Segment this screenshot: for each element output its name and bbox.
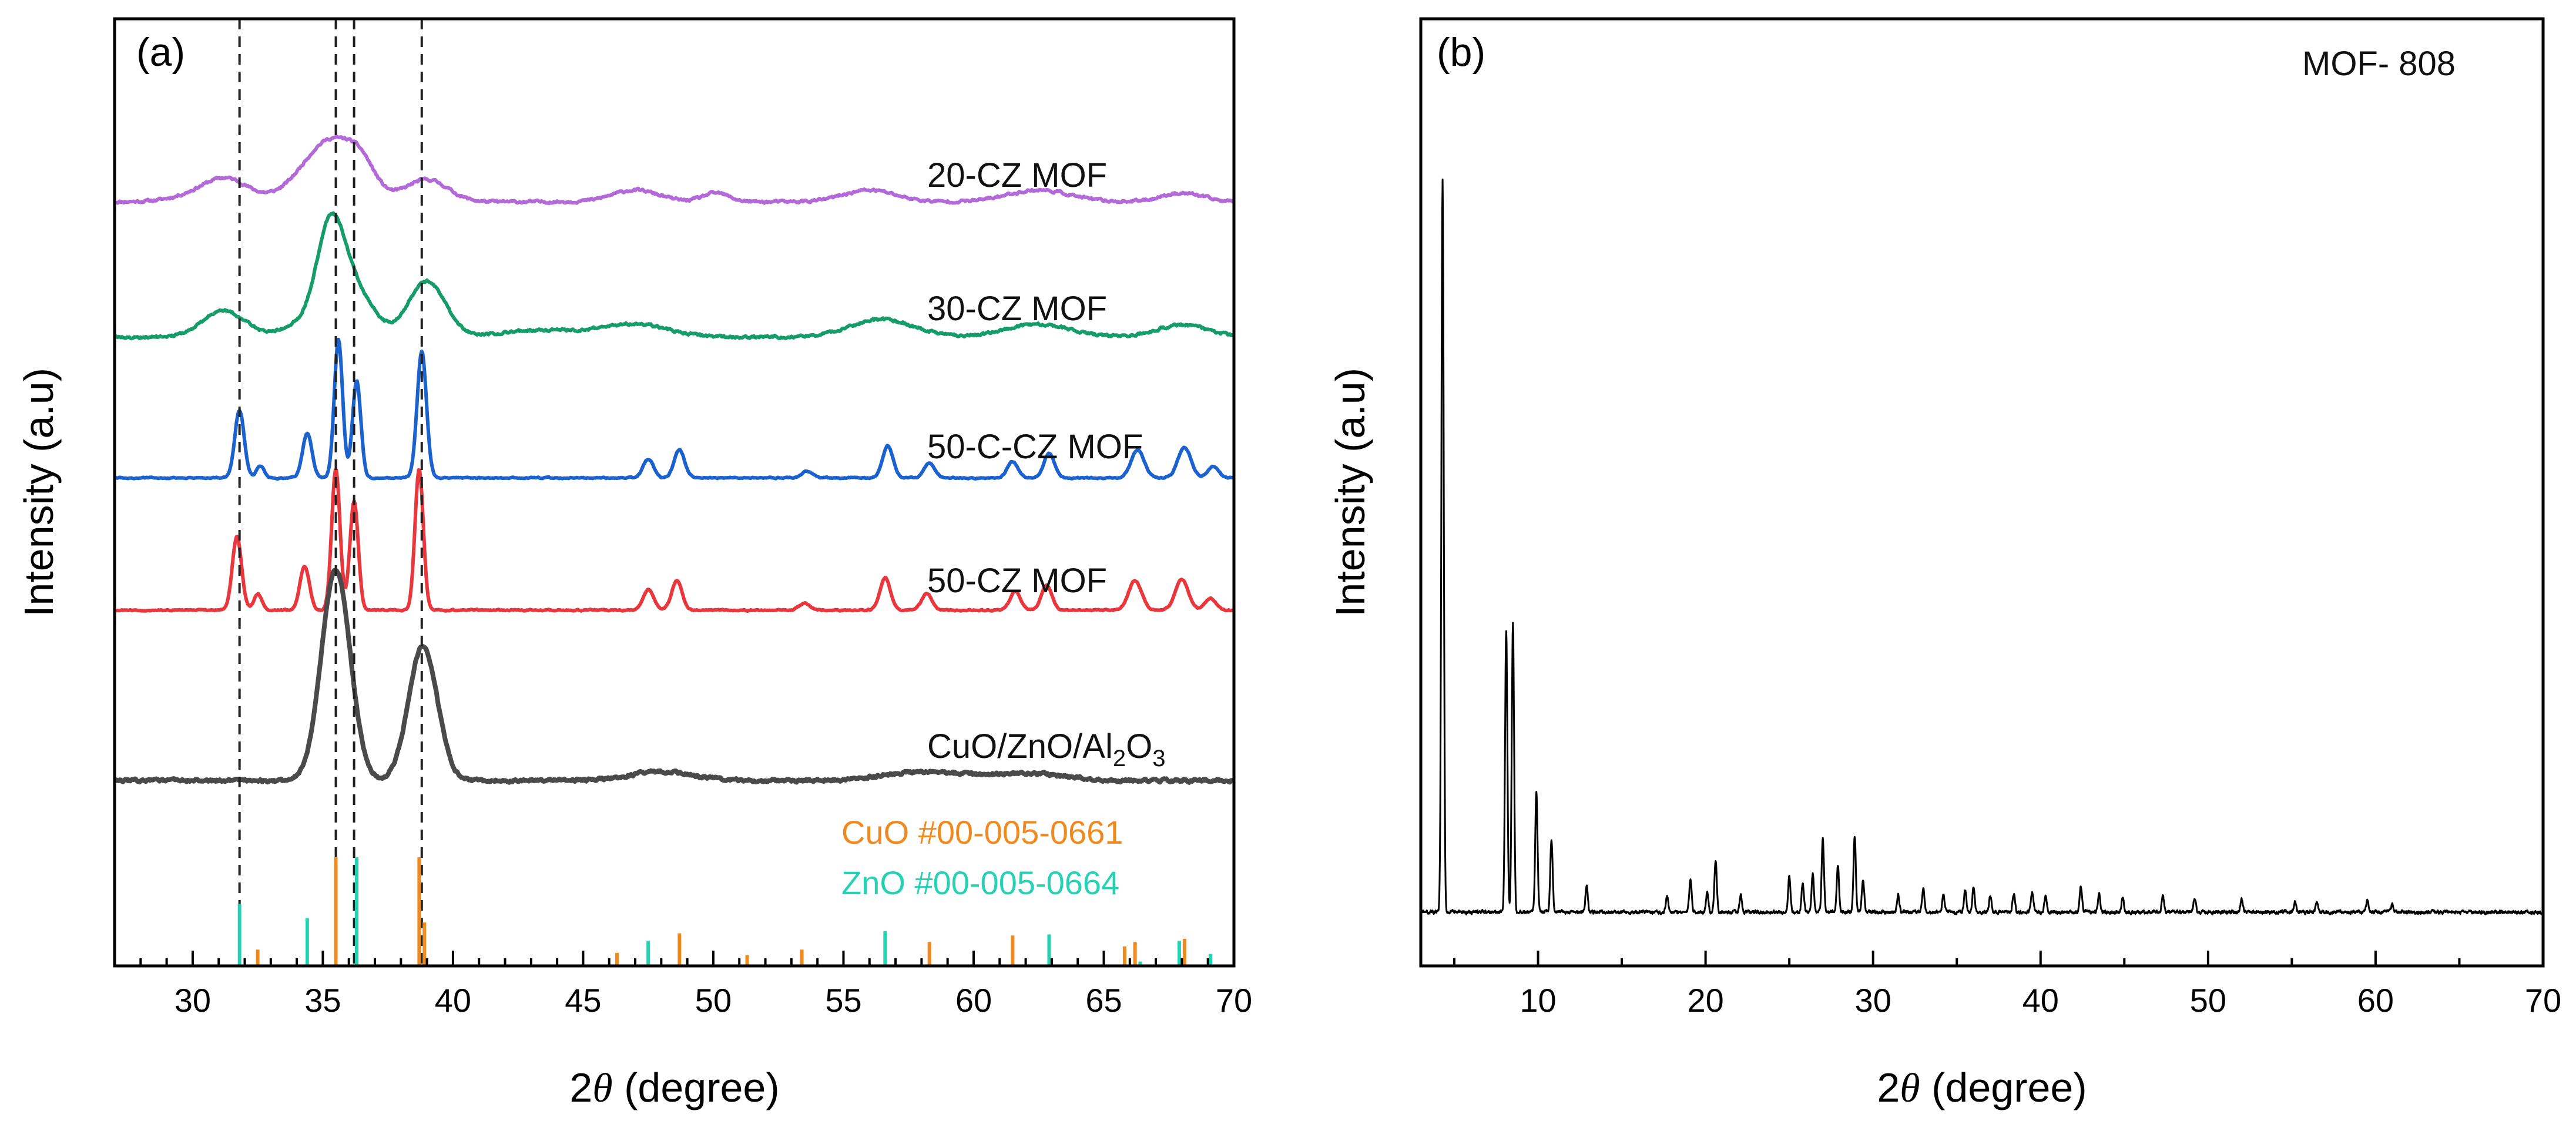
series-label-20-cz-mof: 20-CZ MOF: [927, 156, 1107, 194]
x-tick-label-70: 70: [1216, 982, 1252, 1019]
panel-b-plot-area: [1421, 178, 2543, 915]
panel-a-frame: [113, 17, 1236, 968]
series-label-cuo-zno-al2o3: CuO/ZnO/Al2O3: [927, 727, 1165, 771]
x-tick-label-55: 55: [825, 982, 861, 1019]
series-label-50-cz-mof: 50-CZ MOF: [927, 562, 1107, 600]
x-tick-label-60: 60: [2357, 982, 2394, 1019]
x-tick-label-65: 65: [1085, 982, 1122, 1019]
x-tick-label-50: 50: [695, 982, 732, 1019]
panel-b-frame: [1419, 17, 2545, 968]
x-tick-label-10: 10: [1520, 982, 1556, 1019]
panel-b-x-ticks: 10 20 30 40 50 60 70: [1453, 951, 2561, 1019]
x-tick-label-70: 70: [2525, 982, 2561, 1019]
series-line-20-cz-mof: [115, 135, 1234, 206]
panel-b: 10 20 30 40 50 60 70 (b) MOF- 808 Intensity (a…: [1327, 17, 2561, 1111]
x-tick-label-30: 30: [175, 982, 211, 1019]
x-tick-label-40: 40: [2022, 982, 2059, 1019]
panel-a: 30 35 40 45 50 55 60 65 70 (a) 20-CZ MOF 30-CZ M…: [16, 17, 1252, 1111]
series-label-30-cz-mof: 30-CZ MOF: [927, 290, 1107, 328]
panel-a-x-axis-title: 2θ (degree): [569, 1065, 779, 1111]
x-tick-label-45: 45: [565, 982, 601, 1019]
series-line-50-cz-mof: [115, 468, 1234, 613]
reference-label-cuo: CuO #00-005-0661: [841, 814, 1123, 851]
panel-a-label: (a): [136, 30, 185, 75]
panel-b-title: MOF- 808: [2302, 45, 2456, 83]
series-line-50-c-cz-mof: [115, 337, 1234, 481]
series-label-50-c-cz-mof: 50-C-CZ MOF: [927, 428, 1143, 466]
panel-b-x-axis-title: 2θ (degree): [1877, 1065, 2087, 1111]
x-tick-label-40: 40: [435, 982, 471, 1019]
panel-b-label: (b): [1437, 30, 1485, 75]
series-line-cuo-zno-al2o3: [115, 568, 1234, 785]
x-tick-label-50: 50: [2190, 982, 2226, 1019]
panel-a-x-ticks: 30 35 40 45 50 55 60 65 70: [113, 951, 1252, 1019]
panel-a-plot-area: [115, 19, 1234, 966]
panel-b-y-axis-title: Intensity (a.u): [1327, 368, 1373, 617]
reference-label-zno: ZnO #00-005-0664: [841, 864, 1119, 901]
panel-a-y-axis-title: Intensity (a.u): [16, 368, 62, 617]
x-tick-label-20: 20: [1687, 982, 1723, 1019]
x-tick-label-35: 35: [304, 982, 341, 1019]
x-tick-label-60: 60: [955, 982, 992, 1019]
x-tick-label-30: 30: [1855, 982, 1891, 1019]
series-line-30-cz-mof: [115, 211, 1234, 341]
series-line-mof-808: [1421, 178, 2543, 915]
